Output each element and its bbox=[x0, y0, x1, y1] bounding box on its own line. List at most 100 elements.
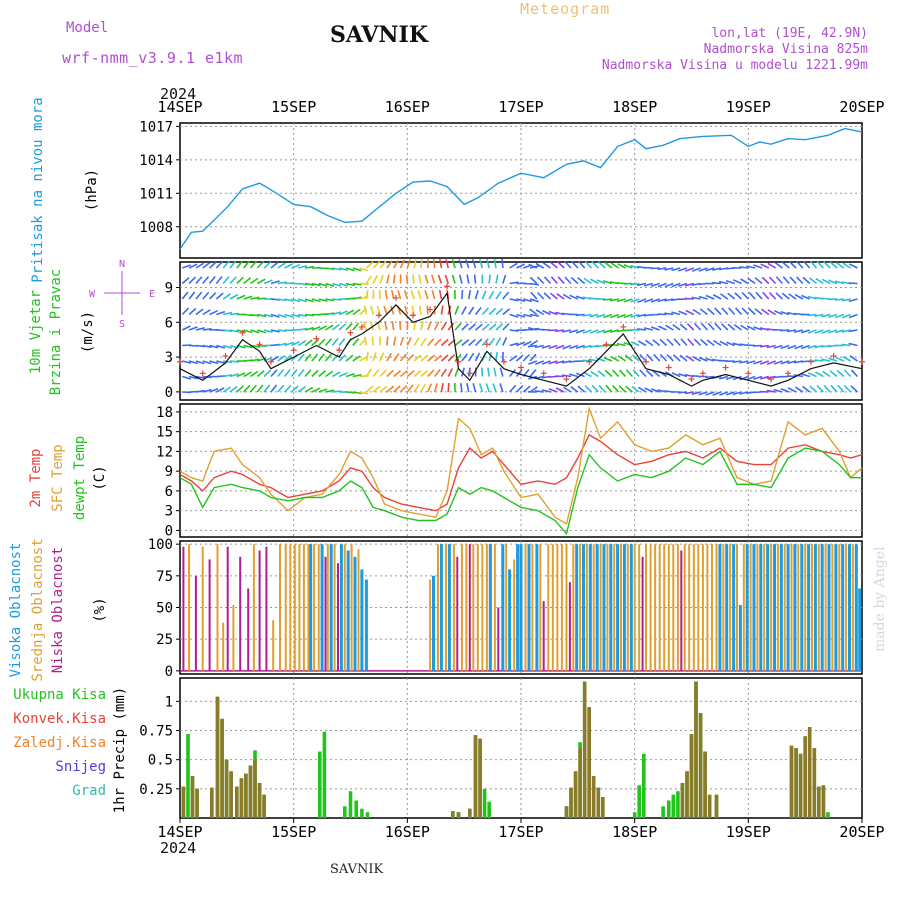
wind-arrow bbox=[359, 282, 369, 285]
cloud-bar bbox=[565, 544, 568, 671]
cloud-bar bbox=[508, 569, 512, 671]
wind-arrow bbox=[814, 313, 824, 317]
precip-total-bar bbox=[365, 812, 370, 818]
wind-arrow bbox=[420, 321, 424, 331]
wind-arrow bbox=[466, 383, 470, 393]
wind-arrow bbox=[680, 338, 688, 347]
wind-arrow bbox=[297, 353, 305, 362]
wind-gust-marker bbox=[375, 312, 382, 319]
wind-arrow bbox=[509, 329, 519, 332]
xtick-label-top: 20SEP bbox=[839, 98, 884, 116]
cloud-bar bbox=[641, 556, 644, 671]
wind-arrow bbox=[263, 369, 272, 378]
wind-arrow bbox=[719, 293, 729, 300]
precip-conv-bar bbox=[253, 759, 257, 818]
wind-arrow bbox=[325, 324, 334, 331]
cloud-bar bbox=[706, 544, 709, 671]
cloud-ytick-label: 100 bbox=[148, 537, 173, 553]
wind-arrow bbox=[488, 307, 497, 316]
wind-arrow bbox=[365, 385, 374, 393]
cloud-bar bbox=[752, 544, 756, 671]
wind-arrow bbox=[842, 355, 852, 362]
cloud-bar bbox=[683, 544, 686, 671]
cloud-bar bbox=[776, 544, 779, 671]
wind-arrow bbox=[439, 258, 443, 269]
wind-arrow bbox=[741, 307, 749, 316]
wind-arrow bbox=[424, 290, 429, 300]
wind-arrow bbox=[780, 329, 790, 332]
wind-arrow bbox=[515, 354, 524, 362]
cloud-title-mid: Srednja Oblacnost bbox=[30, 538, 46, 681]
wind-arrow bbox=[495, 337, 502, 346]
wind-arrow bbox=[370, 305, 375, 315]
wind-arrow bbox=[447, 382, 450, 393]
wind-arrow bbox=[406, 336, 412, 346]
wind-arrow bbox=[780, 387, 790, 393]
cloud-bar bbox=[460, 544, 463, 671]
wind-arrow bbox=[727, 323, 736, 331]
cloud-bar bbox=[672, 544, 675, 671]
wind-arrow bbox=[590, 278, 599, 285]
wind-arrow bbox=[311, 338, 320, 347]
wind-arrow bbox=[495, 352, 498, 362]
wind-arrow bbox=[535, 262, 545, 269]
wind-arrow bbox=[487, 367, 490, 377]
wind-arrow bbox=[433, 383, 438, 393]
wind-arrow bbox=[488, 290, 495, 300]
wind-arrow bbox=[215, 260, 224, 269]
wind-arrow bbox=[623, 313, 633, 319]
wind-arrow bbox=[809, 260, 818, 269]
wind-arrow bbox=[677, 391, 688, 394]
wind-arrow bbox=[502, 308, 511, 316]
wind-arrow bbox=[645, 369, 654, 378]
wind-arrow bbox=[603, 356, 613, 362]
pressure-title: Pritisak na nivou mora bbox=[30, 97, 46, 282]
wind-arrow bbox=[318, 338, 326, 347]
cloud-bar bbox=[247, 588, 250, 671]
wind-arrow bbox=[277, 329, 287, 332]
wind-arrow bbox=[787, 387, 797, 393]
temp-ytick-label: 15 bbox=[156, 425, 173, 441]
cloud-bar bbox=[357, 549, 360, 671]
wind-arrow bbox=[843, 384, 852, 393]
temp-ytick-label: 12 bbox=[156, 444, 173, 460]
wind-arrow bbox=[609, 298, 619, 302]
wind-arrow bbox=[399, 259, 406, 269]
wind-arrow bbox=[406, 370, 415, 378]
precip-conv-bar bbox=[789, 745, 794, 818]
wind-arrow bbox=[664, 312, 674, 316]
xtick-label-bottom: 18SEP bbox=[612, 823, 657, 841]
wind-arrow bbox=[277, 342, 287, 347]
wind-arrow bbox=[698, 356, 708, 362]
wind-arrow bbox=[516, 341, 526, 347]
wind-arrow bbox=[535, 309, 545, 316]
wind-arrow bbox=[582, 313, 592, 317]
cloud-bar bbox=[476, 544, 479, 671]
wind-arrow bbox=[596, 279, 606, 285]
wind-arrow bbox=[434, 338, 442, 347]
wind-arrow bbox=[536, 276, 545, 285]
wind-arrow bbox=[645, 339, 654, 347]
wind-gust-marker bbox=[199, 370, 206, 377]
wind-arrow bbox=[243, 277, 252, 285]
wind-arrow bbox=[495, 307, 504, 316]
precip-conv-bar bbox=[807, 727, 812, 818]
wind-arrow bbox=[768, 291, 777, 300]
wind-arrow bbox=[471, 259, 477, 269]
wind-arrow bbox=[562, 293, 572, 300]
wind-arrow bbox=[509, 342, 519, 347]
wind-ytick-label: 3 bbox=[165, 350, 173, 366]
precip-conv-bar bbox=[591, 776, 596, 818]
wind-arrow bbox=[195, 262, 205, 269]
wind-arrow bbox=[666, 338, 674, 347]
lonlat-label: lon,lat (19E, 42.9N) bbox=[711, 26, 868, 41]
wind-arrow bbox=[250, 358, 260, 362]
wind-arrow bbox=[379, 274, 384, 284]
wind-arrow bbox=[461, 289, 464, 300]
wind-arrow bbox=[379, 385, 388, 393]
wind-arrow bbox=[492, 383, 497, 393]
wind-arrow bbox=[780, 360, 790, 365]
temp-ytick-label: 0 bbox=[165, 523, 173, 539]
wind-arrow bbox=[542, 309, 551, 316]
precip-conv-bar bbox=[680, 783, 685, 818]
